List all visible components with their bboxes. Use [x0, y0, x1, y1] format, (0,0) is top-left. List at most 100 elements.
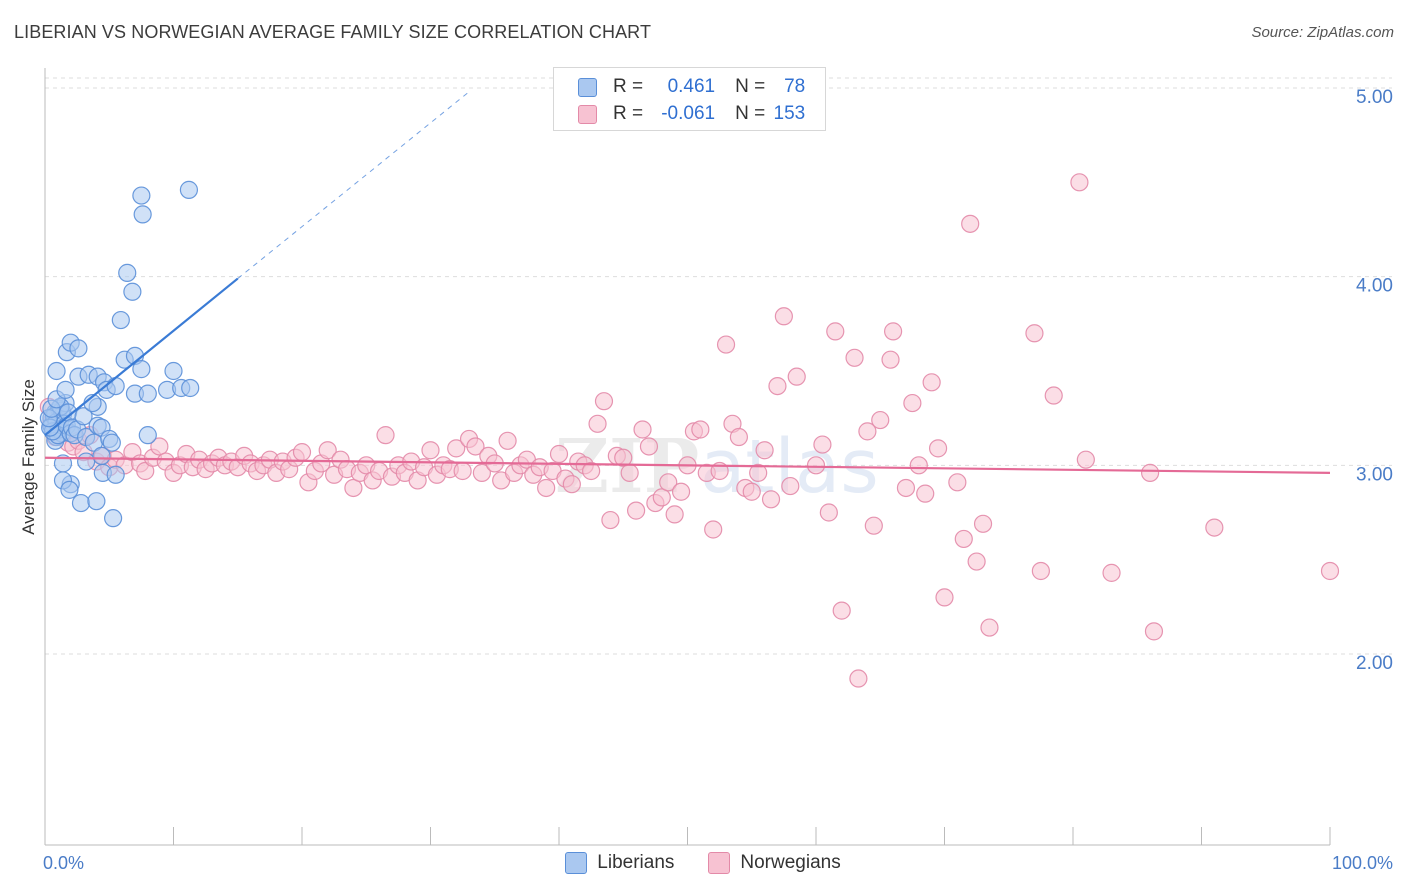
norwegians-point	[453, 461, 472, 481]
norwegians-point	[1144, 622, 1164, 641]
norwegians-point	[729, 427, 749, 447]
norwegians-point	[582, 461, 601, 481]
norwegians-point	[376, 426, 395, 445]
liberians-point	[164, 361, 183, 381]
norwegians-point	[588, 414, 607, 433]
norwegians-point	[916, 484, 935, 503]
norwegians-point	[864, 516, 883, 535]
n-label: N =	[735, 76, 766, 97]
liberians-point	[47, 361, 66, 381]
norwegians-point	[671, 482, 691, 501]
axes	[44, 68, 1331, 846]
norwegians-swatch	[708, 852, 731, 874]
liberians-point	[71, 493, 91, 513]
legend-label: Liberians	[597, 852, 675, 873]
liberians-swatch	[578, 77, 597, 97]
r-value: 0.461	[667, 76, 716, 97]
norwegians-point	[1320, 561, 1340, 581]
norwegians-point	[849, 669, 868, 688]
norwegians-point	[948, 473, 967, 492]
norwegians-point	[421, 441, 440, 460]
n-label: N =	[735, 103, 766, 124]
norwegians-point	[562, 475, 581, 494]
liberians-point	[56, 380, 75, 399]
liberians-point	[179, 180, 199, 199]
legend-label: Norwegians	[740, 852, 841, 873]
norwegians-point	[806, 456, 826, 475]
norwegians-point	[954, 529, 973, 549]
norwegians-point	[665, 505, 684, 524]
norwegians-point	[150, 437, 169, 456]
norwegians-point	[826, 322, 845, 341]
liberians-point	[133, 205, 152, 224]
norwegians-point	[498, 431, 517, 450]
norwegians-point	[626, 501, 646, 520]
norwegians-point	[781, 476, 800, 496]
liberians-point	[106, 465, 125, 484]
liberians-point	[132, 186, 151, 205]
norwegians-point	[928, 439, 948, 458]
liberians-point	[69, 339, 88, 358]
norwegians-point	[447, 439, 466, 458]
norwegians-point	[691, 420, 710, 439]
norwegians-point	[1031, 561, 1050, 581]
liberians-point	[102, 433, 121, 452]
liberians-point	[111, 310, 130, 330]
norwegians-point	[883, 322, 903, 341]
norwegians-point	[318, 441, 337, 460]
stats-legend: R = 0.461 N = 78 R = -0.061 N = 153	[553, 67, 826, 131]
stats-row-liberians: R = 0.461 N = 78	[578, 75, 805, 99]
norwegians-point	[472, 463, 491, 482]
liberians-point	[118, 263, 137, 282]
norwegians-point	[537, 478, 556, 498]
trend-lines	[44, 91, 1331, 474]
norwegians-trend-line	[44, 456, 1331, 474]
y-axis-label: Average Family Size	[19, 379, 38, 535]
stats-row-norwegians: R = -0.061 N = 153	[578, 102, 805, 126]
liberians-point	[87, 492, 106, 511]
norwegians-point	[903, 393, 922, 413]
source-label: Source: ZipAtlas.com	[1251, 24, 1394, 41]
gridlines	[45, 77, 1392, 655]
r-value: -0.061	[661, 103, 716, 124]
liberians-point	[138, 426, 157, 445]
norwegians-point	[620, 463, 639, 482]
liberians-swatch	[565, 852, 588, 874]
norwegians-point	[774, 307, 793, 326]
norwegians-point	[858, 422, 877, 441]
x-tick-label: 0.0%	[43, 853, 84, 873]
legend-item-norwegians[interactable]: Norwegians	[708, 852, 841, 874]
norwegians-point	[466, 437, 485, 456]
y-tick-label: 4.00	[1356, 276, 1393, 297]
liberians-point	[77, 452, 96, 471]
data-points	[39, 173, 1340, 688]
norwegians-point	[755, 441, 774, 460]
liberians-trend-extension	[237, 91, 470, 279]
liberians-point	[92, 446, 111, 465]
liberians-point	[104, 509, 123, 528]
legend-item-liberians[interactable]: Liberians	[565, 852, 674, 874]
n-value: 153	[773, 103, 806, 124]
norwegians-point	[614, 448, 633, 467]
norwegians-point	[594, 392, 614, 411]
norwegians-point	[742, 482, 761, 501]
norwegians-point	[871, 410, 890, 430]
norwegians-point	[881, 350, 900, 369]
norwegians-point	[909, 456, 928, 475]
norwegians-point	[768, 376, 787, 396]
norwegians-point	[832, 601, 851, 620]
norwegians-point	[652, 488, 671, 507]
norwegians-point	[813, 435, 832, 454]
norwegians-point	[922, 373, 941, 392]
norwegians-point	[973, 514, 993, 533]
chart-title: LIBERIAN VS NORWEGIAN AVERAGE FAMILY SIZ…	[14, 22, 652, 42]
tick-labels: 2.00 3.00 4.00 5.00 0.0% 100.0% Average Family…	[19, 87, 1393, 873]
norwegians-point	[549, 444, 569, 464]
norwegians-point	[1044, 386, 1063, 405]
liberians-point	[60, 480, 79, 499]
liberians-point	[123, 282, 142, 301]
norwegians-point	[659, 473, 678, 492]
norwegians-point	[1076, 450, 1095, 469]
y-tick-label: 5.00	[1356, 87, 1393, 108]
norwegians-point	[601, 510, 620, 530]
